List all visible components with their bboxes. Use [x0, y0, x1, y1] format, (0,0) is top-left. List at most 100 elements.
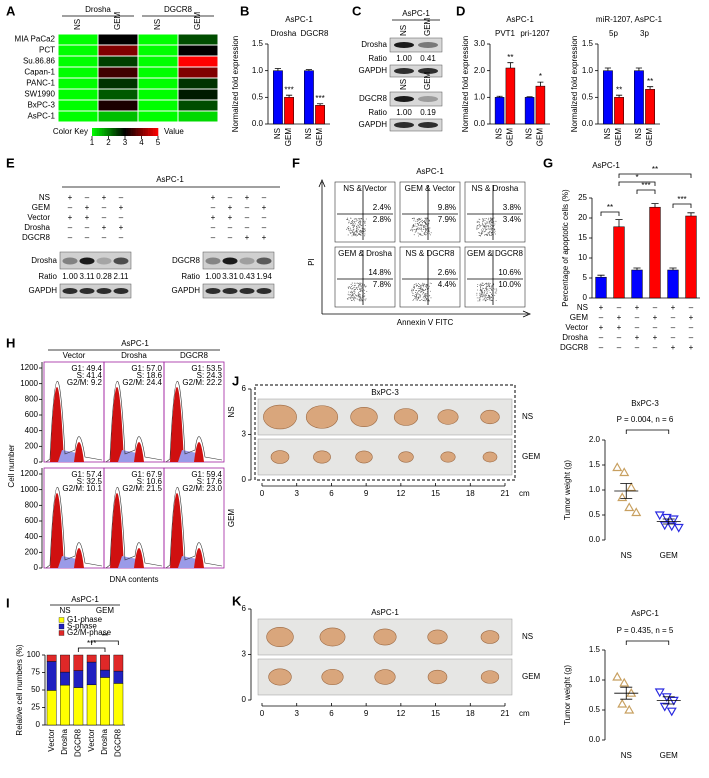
condition-mark: + [245, 193, 250, 202]
condition-mark: – [245, 223, 250, 232]
protein-label: DGCR8 [359, 94, 388, 103]
bar-segment [46, 690, 57, 726]
color-key-tick-label: 1 [90, 138, 95, 147]
color-key-swatch [154, 128, 157, 136]
panel-label: H [6, 335, 15, 350]
blot [389, 37, 443, 53]
photo-frame [254, 384, 516, 481]
histogram-outline [165, 487, 223, 569]
row-label: PCT [39, 46, 55, 55]
color-key-swatch [106, 128, 109, 136]
phase-stat: G2/M: 22.2 [182, 378, 222, 387]
group-label: 3p [640, 29, 649, 38]
band [394, 96, 414, 102]
condition-mark: – [599, 343, 604, 352]
condition-label: Vector [27, 213, 50, 222]
tumor [263, 404, 297, 430]
photo-title: BxPC-3 [371, 388, 399, 397]
x-axis-label: Annexin V FITC [397, 318, 454, 327]
group-label: NS [59, 606, 70, 615]
condition-mark: – [599, 333, 604, 342]
heatmap-cell [57, 55, 99, 68]
group-label: Drosha [85, 5, 111, 14]
error-bar [305, 69, 313, 71]
phase-stat: S: 10.6 [137, 477, 163, 486]
x-tick-label: NS [603, 128, 612, 139]
y-tick-label: 0.5 [582, 92, 594, 101]
ruler-label: 21 [501, 489, 510, 498]
condition-mark: + [689, 313, 694, 322]
y-tick-label: 1000 [20, 379, 38, 388]
panel-label: I [6, 595, 10, 610]
color-key-title: Color Key [53, 127, 88, 136]
bar [631, 269, 643, 299]
condition-mark: – [228, 193, 233, 202]
error-bar [646, 86, 654, 90]
loading-label: GAPDH [359, 120, 388, 129]
condition-label: GEM [570, 313, 589, 322]
condition-mark: – [671, 323, 676, 332]
tumor [321, 668, 344, 686]
ratio-value: 2.11 [114, 272, 130, 281]
x-tick-label: DGCR8 [113, 728, 122, 757]
histogram-outline [165, 381, 223, 463]
ratio-label: Ratio [368, 108, 387, 117]
heatmap-cell [137, 99, 179, 112]
row-label: PANC-1 [26, 79, 55, 88]
significance-label: * [635, 173, 638, 182]
data-point [612, 462, 623, 472]
y-axis-label: Tumor weight (g) [563, 665, 572, 726]
condition-mark: + [262, 203, 267, 212]
condition-mark: – [653, 303, 658, 312]
height-label: 3 [242, 650, 247, 659]
condition-mark: + [245, 233, 250, 242]
condition-label: GEM [32, 203, 51, 212]
color-key-swatch [128, 128, 131, 136]
y-axis-label: Tumor weight (g) [563, 460, 572, 521]
y-tick-label: 0 [34, 457, 39, 466]
x-tick-label: GEM [315, 128, 324, 147]
heatmap-cell [97, 77, 139, 90]
tumor [480, 409, 500, 425]
y-tick-label: 2.0 [589, 435, 601, 444]
condition-label: Drosha [562, 333, 588, 342]
phase-stat: S: 17.6 [197, 477, 223, 486]
lane-label: NS [399, 25, 408, 36]
bar-segment [60, 654, 70, 673]
x-tick-label: GEM [506, 128, 515, 147]
color-key-swatch [141, 128, 144, 136]
g1-peak [50, 387, 64, 462]
bar-segment [73, 670, 84, 688]
bar [645, 89, 655, 125]
x-tick-label: NS [495, 128, 504, 139]
bar [649, 206, 661, 299]
y-axis-label: Cell number [7, 444, 16, 487]
heatmap-cell [137, 77, 179, 90]
heatmap-cell [137, 55, 179, 68]
bar-segment [86, 654, 97, 663]
y-tick-label: 50 [31, 685, 40, 694]
color-key-swatch [108, 128, 111, 136]
band [418, 68, 438, 74]
error-bar [633, 267, 641, 270]
error-bar [651, 203, 659, 208]
protein-label: DGCR8 [172, 256, 201, 265]
quadrant-percent: 7.9% [438, 215, 456, 224]
heatmap-cell [137, 33, 179, 46]
bar-segment [60, 684, 70, 726]
significance-bracket [600, 211, 620, 216]
panel-title: AsPC-1 [121, 339, 149, 348]
panel-label: A [6, 3, 16, 18]
color-key-swatch [134, 128, 137, 136]
condition-mark: – [635, 343, 640, 352]
ratio-value: 3.31 [222, 272, 238, 281]
heatmap-cell [137, 66, 179, 79]
y-tick-label: 200 [25, 441, 39, 450]
bar [685, 215, 697, 299]
color-key-swatch [156, 128, 159, 136]
bar-segment [46, 661, 57, 691]
phase-stat: G2/M: 24.4 [122, 378, 162, 387]
x-tick-label: NS [621, 551, 632, 560]
x-tick-label: Drosha [60, 728, 69, 754]
y-tick-label: 1200 [20, 469, 38, 478]
